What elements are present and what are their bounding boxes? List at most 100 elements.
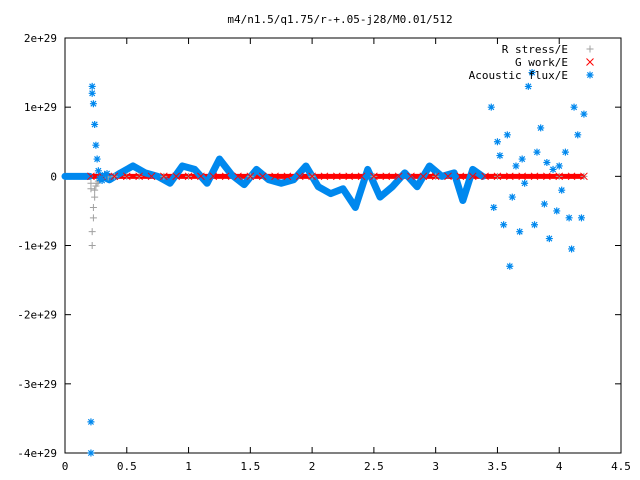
data-point <box>209 172 218 181</box>
legend-label: G work/E <box>515 56 568 69</box>
y-tick-label: 1e+29 <box>24 101 57 114</box>
data-point <box>500 221 508 229</box>
data-point <box>101 171 109 179</box>
data-point <box>184 172 193 181</box>
data-point <box>531 221 539 229</box>
x-tick-label: 4.5 <box>611 460 631 473</box>
data-point <box>98 176 106 184</box>
data-point <box>493 172 502 181</box>
data-point <box>271 172 279 181</box>
data-point <box>147 172 156 181</box>
legend-label: R stress/E <box>502 43 568 56</box>
y-tick-label: -3e+29 <box>17 378 57 391</box>
data-point <box>246 172 255 181</box>
data-point <box>518 155 526 163</box>
data-point <box>382 172 391 181</box>
data-point <box>505 172 514 181</box>
data-point <box>543 159 551 166</box>
data-point <box>394 172 403 181</box>
data-point <box>521 179 529 187</box>
data-point <box>87 185 95 193</box>
data-point <box>122 172 131 181</box>
data-point <box>407 172 415 181</box>
data-point <box>88 242 96 249</box>
data-point <box>419 172 428 181</box>
data-point <box>94 167 102 175</box>
data-point <box>512 162 520 170</box>
data-point <box>490 203 498 211</box>
x-tick-label: 3 <box>432 460 439 473</box>
x-tick-label: 0 <box>62 460 69 473</box>
data-point <box>431 172 440 181</box>
data-point <box>506 262 514 270</box>
data-point <box>555 172 564 181</box>
data-point <box>357 172 366 181</box>
legend-label: Acoustic flux/E <box>469 69 568 82</box>
data-point <box>570 103 578 111</box>
data-point <box>503 131 511 139</box>
y-tick-label: -1e+29 <box>17 240 57 253</box>
data-point <box>320 172 329 181</box>
series-layer <box>61 69 588 457</box>
data-point <box>456 172 465 181</box>
data-point <box>172 172 181 181</box>
x-tick-label: 4 <box>556 460 563 473</box>
x-tick-label: 1 <box>185 460 192 473</box>
legend-marker <box>586 45 594 53</box>
legend-marker <box>586 58 594 66</box>
data-point <box>135 172 143 181</box>
data-point <box>88 82 96 90</box>
chart-title: m4/n1.5/q1.75/r-+.05-j28/M0.01/512 <box>227 13 452 26</box>
data-point <box>444 172 452 181</box>
data-point <box>234 172 242 181</box>
data-point <box>88 89 96 97</box>
data-point <box>558 186 566 194</box>
data-point <box>518 172 527 181</box>
legend-marker <box>586 71 594 79</box>
data-point <box>91 120 99 128</box>
data-point <box>543 172 551 181</box>
data-point <box>87 418 95 426</box>
data-point <box>537 124 545 132</box>
data-point <box>481 172 489 181</box>
data-point <box>468 172 477 181</box>
data-point <box>549 165 557 173</box>
data-point <box>110 172 119 181</box>
data-point <box>89 214 97 222</box>
data-point <box>91 186 99 194</box>
x-tick-label: 2 <box>309 460 316 473</box>
data-point <box>574 131 582 139</box>
data-point <box>283 172 292 181</box>
data-point <box>89 100 97 108</box>
data-point <box>295 172 304 181</box>
data-point <box>555 162 563 170</box>
y-tick-label: 2e+29 <box>24 32 57 45</box>
data-point <box>345 172 354 181</box>
y-tick-label: 0 <box>50 170 57 183</box>
data-point <box>159 172 168 181</box>
data-point <box>87 172 95 181</box>
data-point <box>308 172 316 181</box>
data-point <box>528 69 536 77</box>
data-point <box>92 141 100 149</box>
data-point <box>508 193 516 201</box>
data-point <box>540 200 548 208</box>
data-point <box>530 172 539 181</box>
data-point <box>221 172 230 181</box>
data-point <box>87 449 95 457</box>
x-tick-label: 2.5 <box>364 460 384 473</box>
data-point <box>496 152 504 160</box>
data-point <box>89 203 97 211</box>
x-tick-label: 3.5 <box>488 460 508 473</box>
y-tick-label: -4e+29 <box>17 447 57 460</box>
y-tick-label: -2e+29 <box>17 309 57 322</box>
x-tick-label: 0.5 <box>117 460 137 473</box>
data-point <box>524 82 532 90</box>
series-1 <box>87 172 588 181</box>
x-tick-label: 1.5 <box>240 460 260 473</box>
data-point <box>88 228 96 236</box>
data-point <box>533 148 541 156</box>
